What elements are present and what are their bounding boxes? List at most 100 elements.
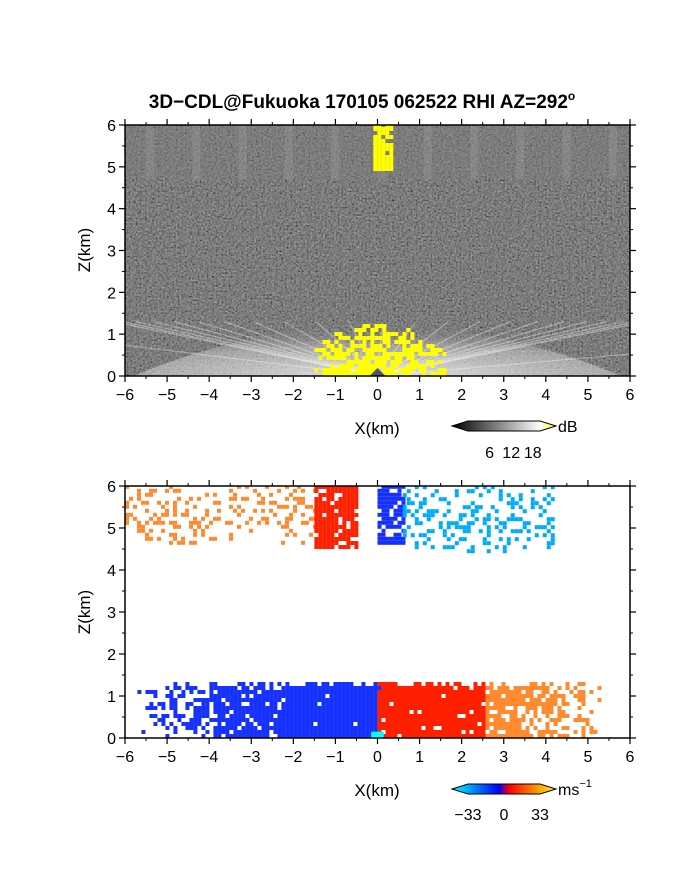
velocity-cell — [317, 710, 322, 714]
echo-cell — [406, 364, 411, 368]
echo-cell — [346, 368, 351, 372]
velocity-cell — [157, 718, 162, 722]
velocity-cell — [350, 517, 355, 521]
velocity-cell — [429, 702, 434, 706]
velocity-cell — [369, 686, 374, 690]
velocity-cell — [381, 690, 386, 694]
velocity-cell — [481, 726, 486, 730]
velocity-cell — [285, 504, 289, 509]
velocity-cell — [313, 726, 318, 730]
velocity-cell — [493, 726, 498, 730]
velocity-cell — [361, 698, 366, 702]
velocity-cell — [393, 532, 398, 537]
velocity-cell — [473, 726, 478, 730]
velocity-cell — [437, 722, 442, 726]
velocity-cell — [393, 492, 398, 497]
velocity-cell — [517, 726, 522, 730]
velocity-cell — [429, 686, 434, 690]
velocity-cell — [197, 524, 201, 529]
velocity-cell — [330, 497, 335, 501]
velocity-cell — [473, 718, 478, 722]
velocity-cell — [221, 686, 226, 690]
velocity-cell — [462, 529, 467, 534]
velocity-cell — [354, 497, 359, 501]
echo-cell — [394, 372, 399, 376]
velocity-cell — [557, 710, 562, 714]
velocity-cell — [581, 734, 586, 738]
velocity-cell — [426, 529, 431, 534]
velocity-cell — [153, 512, 157, 517]
velocity-cell — [241, 714, 246, 718]
velocity-cell — [305, 504, 309, 509]
velocity-cell — [470, 489, 475, 494]
velocity-cell — [381, 682, 386, 686]
velocity-cell — [317, 694, 322, 698]
velocity-cell — [313, 698, 318, 702]
echo-cell — [354, 372, 359, 376]
velocity-cell — [409, 722, 414, 726]
velocity-cell — [305, 690, 310, 694]
velocity-cell — [341, 698, 346, 702]
beam-ray — [135, 321, 378, 376]
echo-cell — [382, 356, 387, 360]
velocity-cell — [297, 698, 302, 702]
velocity-cell — [498, 497, 503, 502]
echo-cell — [374, 344, 379, 348]
reflectivity-x-tick-label: 1 — [415, 387, 424, 404]
velocity-cell — [346, 529, 351, 533]
velocity-cell — [237, 682, 242, 686]
echo-cell — [390, 364, 395, 368]
velocity-cell — [297, 710, 302, 714]
velocity-cell — [393, 682, 398, 686]
echo-cell — [373, 127, 378, 132]
velocity-cell — [237, 734, 242, 738]
velocity-cell — [305, 722, 310, 726]
velocity-cell — [546, 545, 551, 550]
velocity-cell — [513, 690, 518, 694]
velocity-cell — [337, 682, 342, 686]
velocity-cell — [153, 706, 158, 710]
echo-cell — [354, 344, 359, 348]
velocity-cell — [289, 706, 294, 710]
velocity-cell — [377, 706, 382, 710]
velocity-cell — [497, 702, 502, 706]
echo-cell — [422, 368, 427, 372]
echo-cell — [378, 348, 383, 352]
velocity-cell — [385, 492, 390, 497]
velocity-cell — [377, 702, 382, 706]
velocity-cell — [305, 734, 310, 738]
velocity-cell — [422, 486, 427, 490]
velocity-cell — [237, 486, 241, 489]
reflectivity-y-tick-label: 1 — [107, 327, 116, 344]
velocity-cell — [209, 694, 214, 698]
velocity-cell — [529, 690, 534, 694]
velocity-cell — [445, 718, 450, 722]
velocity-cell — [453, 726, 458, 730]
velocity-cell — [330, 517, 335, 521]
velocity-cell — [269, 690, 274, 694]
echo-cell — [382, 364, 387, 368]
velocity-cell — [466, 505, 471, 510]
velocity-cell — [321, 714, 326, 718]
velocity-cell — [581, 682, 586, 686]
velocity-cell — [261, 682, 266, 686]
velocity-cell — [301, 520, 305, 525]
velocity-cell — [489, 682, 494, 686]
echo-cell — [414, 344, 419, 348]
echo-cell — [414, 360, 419, 364]
velocity-cell — [145, 706, 150, 710]
velocity-cell — [478, 505, 483, 510]
velocity-cell — [249, 528, 253, 533]
velocity-cell — [537, 686, 542, 690]
echo-cell — [362, 324, 367, 328]
velocity-cell — [517, 734, 522, 738]
velocity-cell — [473, 722, 478, 726]
velocity-cell — [289, 694, 294, 698]
velocity-cell — [526, 521, 531, 526]
velocity-cell — [349, 726, 354, 730]
velocity-cell — [465, 690, 470, 694]
velocity-cell — [389, 536, 394, 541]
velocity-cell — [421, 690, 426, 694]
velocity-cell — [125, 500, 129, 505]
